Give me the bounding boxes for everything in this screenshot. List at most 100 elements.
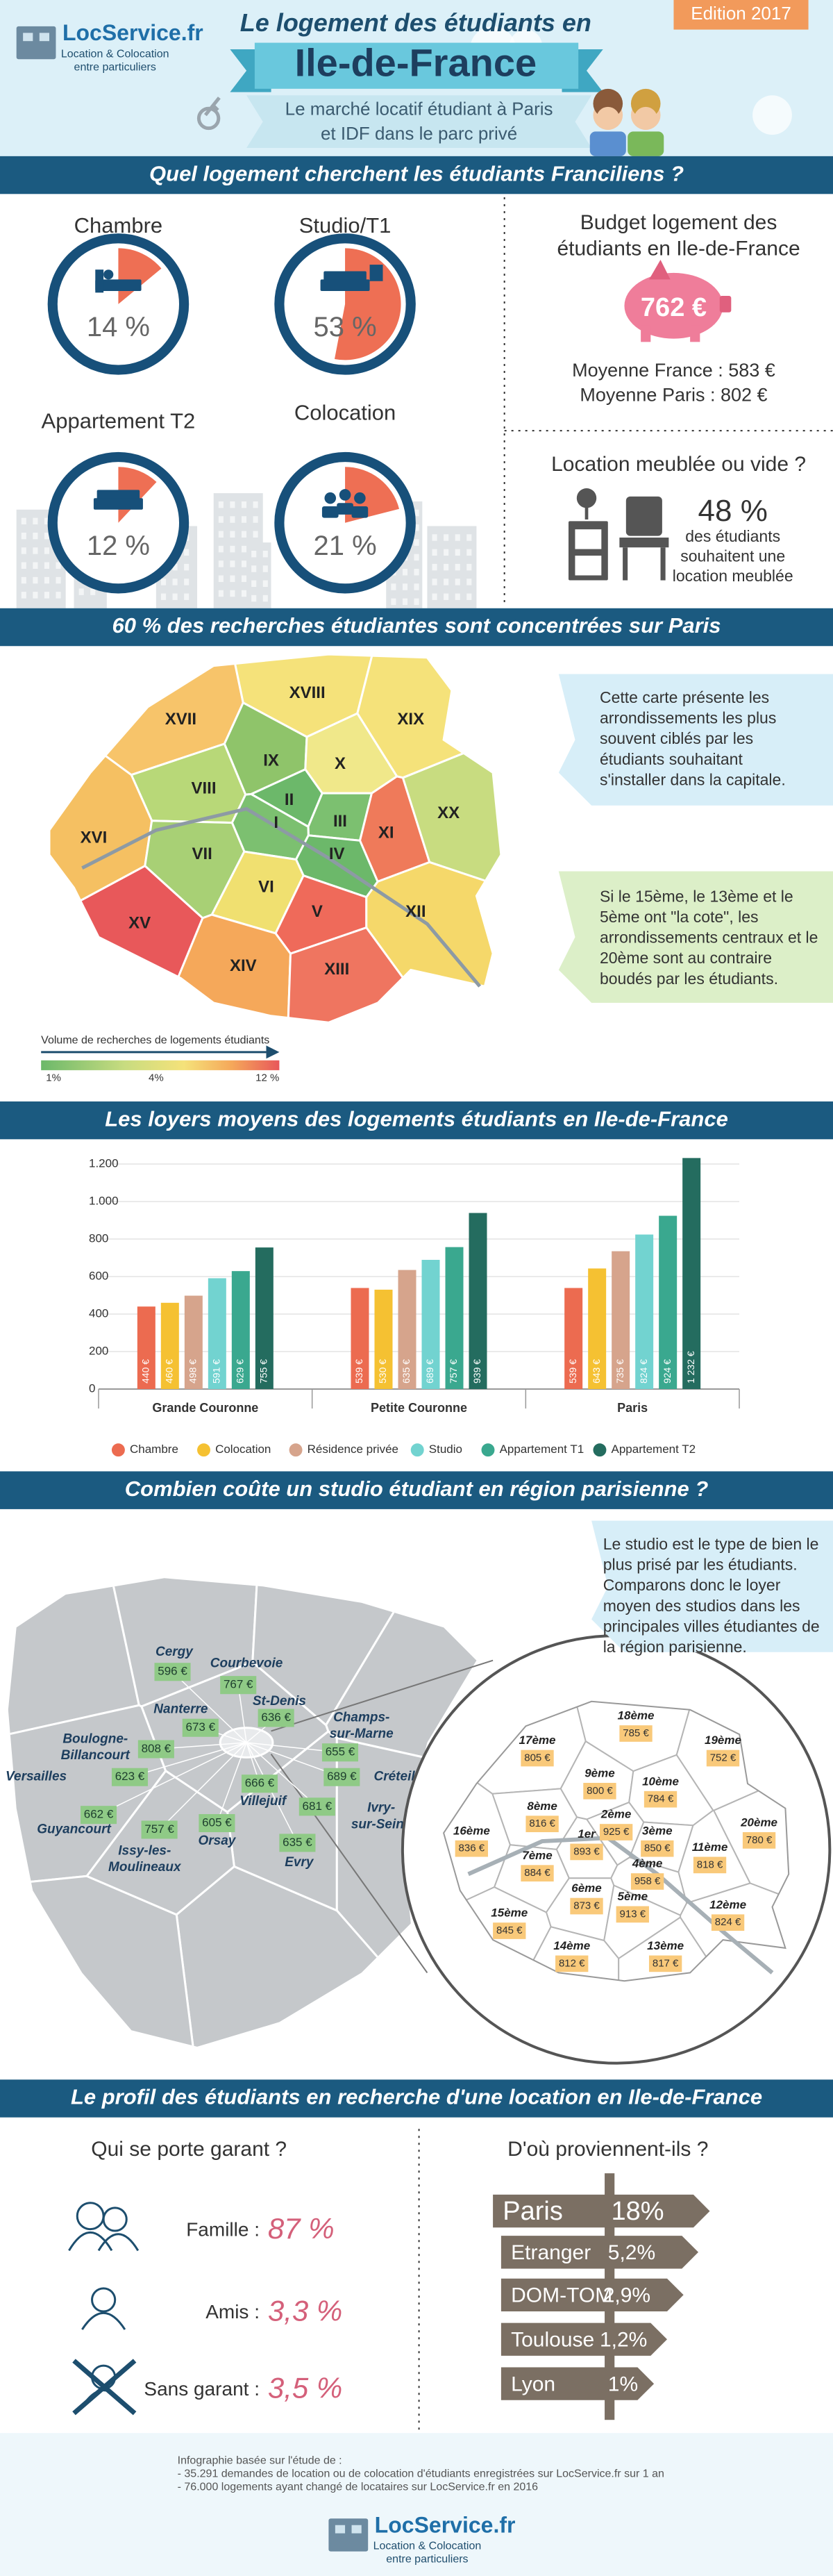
city-price: 596 € xyxy=(158,1665,187,1678)
guarantor-value: 87 % xyxy=(268,2212,335,2245)
building-window xyxy=(230,575,235,582)
building-window xyxy=(184,549,190,556)
building-window xyxy=(262,580,268,588)
bar xyxy=(160,1302,179,1389)
arrondissement-price: 800 € xyxy=(587,1785,613,1797)
section-band xyxy=(0,608,833,647)
legend-title: Volume de recherches de logements étudia… xyxy=(41,1035,269,1047)
city-name: Champs- xyxy=(333,1711,389,1725)
building-window xyxy=(414,524,419,531)
logo-name: LocService.fr xyxy=(375,2513,516,2538)
type-percent: 21 % xyxy=(313,531,376,561)
building-window xyxy=(78,588,84,595)
building-window xyxy=(391,583,396,590)
building-window xyxy=(455,534,460,541)
origin-value: 18% xyxy=(612,2197,664,2226)
building-window xyxy=(44,547,50,554)
y-tick-label: 600 xyxy=(89,1269,108,1282)
icon xyxy=(354,492,366,504)
budget-amount: 762 € xyxy=(641,293,707,322)
building-window xyxy=(44,562,50,569)
city-name: Boulogne- xyxy=(62,1731,128,1746)
bar xyxy=(445,1247,464,1389)
city-price: 767 € xyxy=(224,1678,253,1691)
arrondissement-name: 13ème xyxy=(647,1939,684,1952)
studio-note: plus prisé par les étudiants. xyxy=(603,1556,798,1574)
bar-value-label: 530 € xyxy=(377,1359,388,1383)
note-bubble xyxy=(591,1520,833,1652)
building-window xyxy=(251,595,257,602)
building-window xyxy=(241,590,247,597)
city-name: Orsay xyxy=(199,1834,237,1848)
zoom-outline xyxy=(443,1700,790,1982)
building-window xyxy=(455,549,460,556)
bar xyxy=(208,1278,226,1389)
chair-leg xyxy=(660,547,666,581)
building-window xyxy=(56,592,61,599)
building-window xyxy=(56,576,61,584)
section-title: 60 % des recherches étudiantes sont conc… xyxy=(112,613,721,638)
building-window xyxy=(455,563,460,571)
type-label: Appartement T2 xyxy=(42,409,196,433)
section-title: Les loyers moyens des logements étudiant… xyxy=(105,1106,728,1131)
building-window xyxy=(262,595,268,602)
x-tick-label: Paris xyxy=(617,1401,648,1415)
logo-window xyxy=(351,2525,362,2534)
legend-label: Résidence privée xyxy=(308,1443,398,1456)
icon-cross xyxy=(72,2359,137,2416)
arrondissement-label: XII xyxy=(405,902,426,921)
icon xyxy=(68,2232,140,2252)
price-box xyxy=(641,1840,674,1857)
building-window xyxy=(33,517,38,525)
type-percent: 14 % xyxy=(87,312,150,342)
arrondissement-price: 784 € xyxy=(648,1793,674,1805)
price-box xyxy=(616,1906,649,1923)
legend-arrowhead xyxy=(266,1045,280,1059)
building-window xyxy=(466,593,472,600)
building-window xyxy=(414,583,419,590)
bar xyxy=(421,1259,440,1389)
section-band xyxy=(0,156,833,194)
sign xyxy=(500,2236,698,2269)
bar-value-label: 635 € xyxy=(401,1359,412,1383)
arrondissement-name: 10ème xyxy=(642,1775,679,1788)
building-window xyxy=(218,575,224,582)
building-window xyxy=(21,532,26,540)
arrondissement-label: XVI xyxy=(81,829,108,847)
arrondissement-name: 2ème xyxy=(600,1808,631,1821)
subtitle: et IDF dans le parc privé xyxy=(321,123,517,144)
icon xyxy=(95,269,104,293)
logo-tagline: entre particuliers xyxy=(386,2554,468,2566)
origin-name: Paris xyxy=(503,2197,563,2226)
building-window xyxy=(230,560,235,567)
bar-value-label: 498 € xyxy=(187,1359,199,1383)
building-window xyxy=(455,579,460,585)
city-price: 662 € xyxy=(84,1808,114,1821)
building-window xyxy=(444,563,449,571)
arrondissement-price: 780 € xyxy=(746,1834,773,1846)
price-box xyxy=(599,1824,633,1840)
guarantor-label: Sans garant : xyxy=(144,2378,260,2400)
bar-value-label: 757 € xyxy=(448,1359,459,1383)
origin-name: DOM-TOM xyxy=(511,2284,612,2307)
leader-line xyxy=(172,1671,247,1743)
building-window xyxy=(44,576,50,584)
building-window xyxy=(172,563,178,571)
bar xyxy=(682,1158,701,1389)
building-window xyxy=(432,579,437,585)
building-window xyxy=(218,516,224,523)
price-box xyxy=(241,1775,278,1793)
arrondissement-label: XIV xyxy=(230,956,257,975)
title-line1: Le logement des étudiants en xyxy=(240,8,591,37)
building-window xyxy=(218,501,224,508)
price-box xyxy=(111,1768,149,1786)
building-window xyxy=(253,531,258,538)
building-window xyxy=(444,534,449,541)
logo-name: LocService.fr xyxy=(62,20,203,45)
building-window xyxy=(251,550,257,558)
arrondissement-price: 884 € xyxy=(524,1867,550,1879)
edition-badge xyxy=(673,0,809,30)
legend-label: Appartement T2 xyxy=(612,1443,696,1456)
arrondissement-price: 873 € xyxy=(573,1900,600,1912)
map-note: souvent ciblés par les xyxy=(600,729,753,747)
